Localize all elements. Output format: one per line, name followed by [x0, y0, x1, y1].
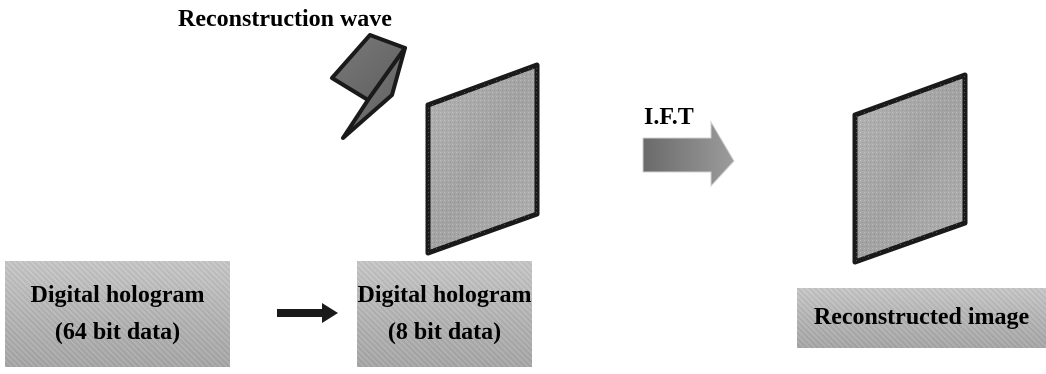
hologram-64bit-subtitle: (64 bit data) — [54, 319, 181, 345]
ift-label: I.F.T — [644, 104, 694, 130]
hologram-plate — [425, 62, 540, 256]
reconstruction-wave-label: Reconstruction wave — [178, 6, 392, 32]
hologram-8bit-subtitle: (8 bit data) — [387, 319, 502, 345]
hologram-8bit-title: Digital hologram — [357, 281, 532, 308]
hologram-64bit-title: Digital hologram — [30, 281, 205, 308]
hologram-64bit-box: Digital hologram (64 bit data) — [5, 261, 230, 367]
reconstructed-image-plate — [852, 72, 968, 265]
conversion-arrow — [277, 303, 338, 323]
reconstruction-wave-shape — [330, 33, 407, 140]
ift-arrow — [642, 120, 735, 188]
reconstructed-image-box: Reconstructed image — [797, 288, 1046, 348]
reconstructed-image-title: Reconstructed image — [813, 304, 1030, 331]
hologram-8bit-box: Digital hologram (8 bit data) — [357, 261, 532, 367]
